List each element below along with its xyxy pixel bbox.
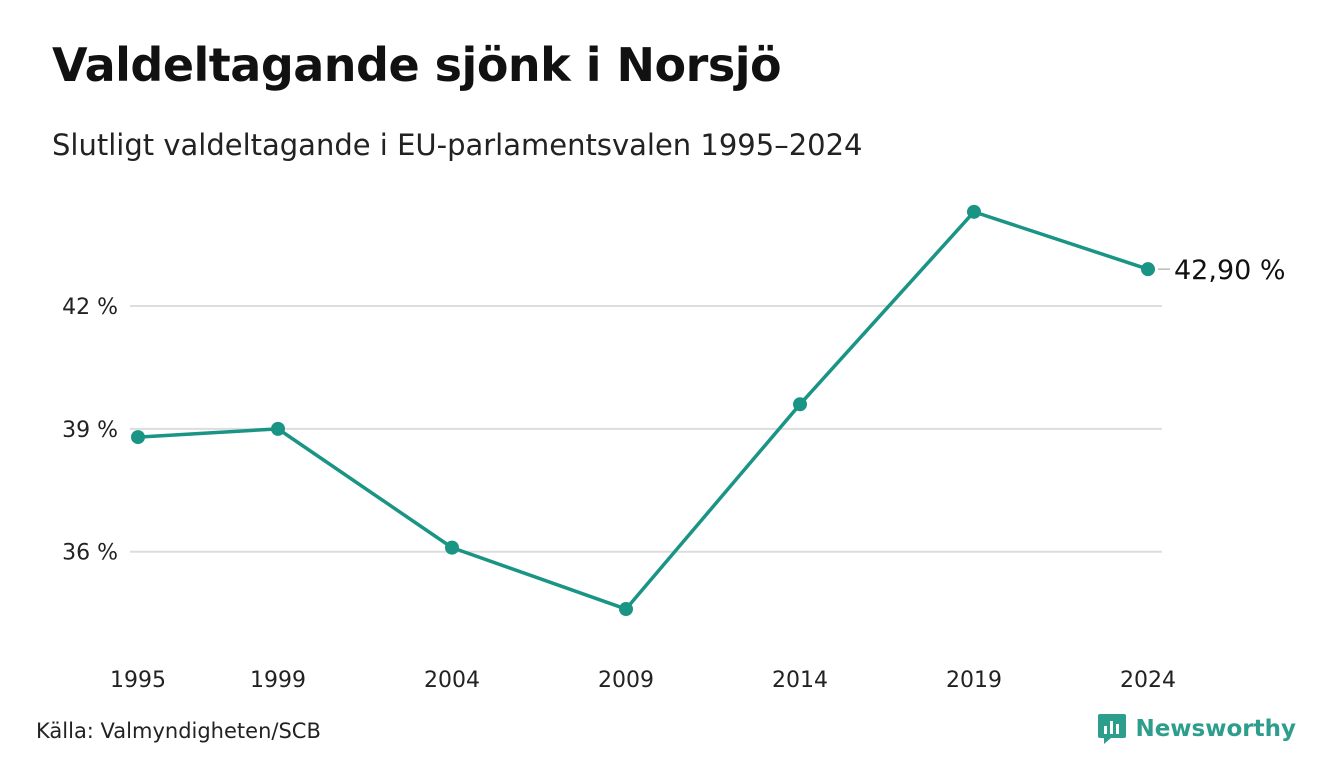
y-tick-label: 39 % [62, 418, 118, 443]
x-tick-label: 1999 [250, 668, 306, 693]
line-chart: 36 % 39 % 42 % 1995 1999 2004 2009 2014 2019 2024… [62, 204, 1286, 693]
y-tick-label: 42 % [62, 295, 118, 320]
x-tick-label: 2019 [946, 668, 1002, 693]
source-note: Källa: Valmyndigheten/SCB [36, 719, 321, 743]
x-tick-label: 2014 [772, 668, 828, 693]
data-point [131, 430, 145, 445]
data-point [1141, 262, 1155, 277]
chart-subtitle: Slutligt valdeltagande i EU-parlamentsva… [52, 128, 863, 162]
data-point [619, 602, 633, 617]
y-tick-label: 36 % [62, 541, 118, 566]
data-point [793, 397, 807, 412]
brand-name: Newsworthy [1135, 716, 1296, 742]
x-tick-label: 2009 [598, 668, 654, 693]
data-point [445, 540, 459, 555]
x-tick-label: 2004 [424, 668, 480, 693]
end-value-label: 42,90 % [1174, 255, 1286, 286]
chart-title: Valdeltagande sjönk i Norsjö [52, 38, 782, 92]
newsworthy-logo-icon [1098, 714, 1127, 744]
x-tick-label: 2024 [1120, 668, 1176, 693]
brand-logo: Newsworthy [1097, 712, 1296, 746]
x-tick-label: 1995 [110, 668, 166, 693]
data-point [967, 204, 981, 219]
data-point [271, 421, 285, 436]
series-line [136, 210, 1150, 611]
